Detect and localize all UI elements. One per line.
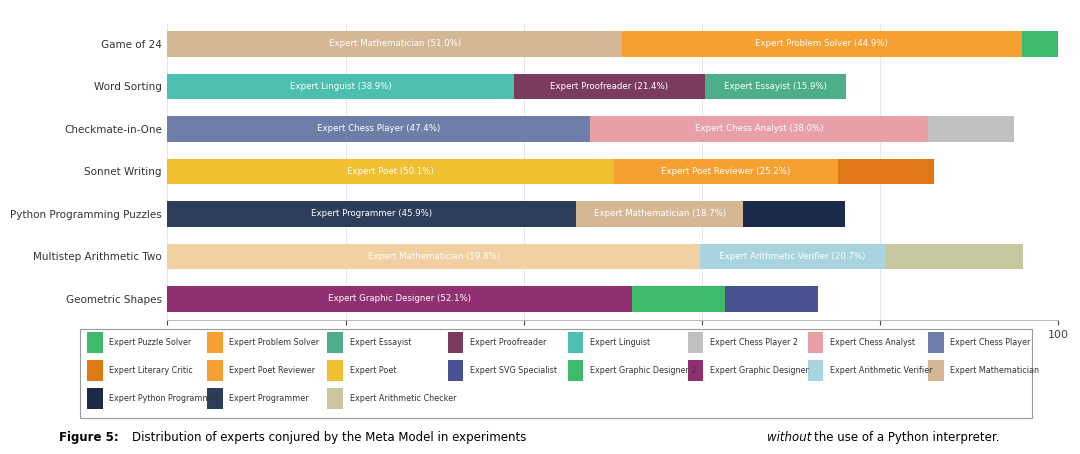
Text: Expert Linguist (38.9%): Expert Linguist (38.9%) — [289, 82, 392, 91]
Text: Expert Graphic Designer (52.1%): Expert Graphic Designer (52.1%) — [328, 294, 471, 303]
Text: Expert Mathematician (18.7%): Expert Mathematician (18.7%) — [594, 209, 726, 218]
Bar — [167, 31, 622, 57]
Bar — [622, 31, 1022, 57]
Bar — [568, 332, 583, 353]
Text: Expert Poet (50.1%): Expert Poet (50.1%) — [348, 167, 434, 176]
Bar — [167, 286, 632, 311]
Bar — [167, 116, 590, 142]
Bar — [632, 286, 725, 311]
Text: Expert Problem Solver (44.9%): Expert Problem Solver (44.9%) — [756, 39, 888, 49]
Bar — [577, 201, 743, 227]
Bar — [1022, 31, 1058, 57]
Bar — [207, 332, 222, 353]
Bar — [704, 74, 847, 99]
Bar — [700, 244, 885, 269]
Text: Expert Arithmetic Checker: Expert Arithmetic Checker — [350, 394, 456, 403]
Bar — [613, 158, 838, 184]
Bar — [167, 201, 577, 227]
Bar — [207, 388, 222, 409]
Bar — [928, 332, 944, 353]
Bar — [207, 360, 222, 381]
Text: the use of a Python interpreter.: the use of a Python interpreter. — [814, 431, 1000, 444]
Text: Expert SVG Specialist: Expert SVG Specialist — [470, 366, 556, 375]
Text: Expert Puzzle Solver: Expert Puzzle Solver — [109, 338, 191, 347]
Bar — [568, 360, 583, 381]
Bar — [167, 158, 613, 184]
Bar — [885, 244, 1023, 269]
X-axis label: Percentage (%): Percentage (%) — [570, 345, 656, 355]
Text: Expert Mathematician (51.0%): Expert Mathematician (51.0%) — [328, 39, 461, 49]
Text: Figure 5:: Figure 5: — [59, 431, 119, 444]
Bar — [87, 388, 103, 409]
Bar — [808, 332, 823, 353]
Text: without: without — [767, 431, 811, 444]
Text: Expert Proofreader: Expert Proofreader — [470, 338, 546, 347]
Text: Expert Chess Player 2: Expert Chess Player 2 — [710, 338, 798, 347]
Bar — [87, 360, 103, 381]
Text: Expert Graphic Designer: Expert Graphic Designer — [710, 366, 809, 375]
Text: Expert Chess Player (47.4%): Expert Chess Player (47.4%) — [316, 124, 441, 133]
Bar — [838, 158, 934, 184]
Bar — [743, 201, 845, 227]
Text: Expert Linguist: Expert Linguist — [590, 338, 650, 347]
Text: Expert Arithmetic Verifier: Expert Arithmetic Verifier — [831, 366, 933, 375]
Text: Expert Chess Analyst (38.0%): Expert Chess Analyst (38.0%) — [694, 124, 823, 133]
Text: Distribution of experts conjured by the Meta Model in experiments: Distribution of experts conjured by the … — [132, 431, 526, 444]
Bar — [447, 332, 463, 353]
Text: Expert Problem Solver: Expert Problem Solver — [229, 338, 320, 347]
Bar — [929, 116, 1014, 142]
Text: Expert Mathematician: Expert Mathematician — [950, 366, 1039, 375]
Text: Expert Chess Player: Expert Chess Player — [950, 338, 1030, 347]
Text: Expert Arithmetic Verifier (20.7%): Expert Arithmetic Verifier (20.7%) — [719, 252, 866, 261]
Text: Expert Graphic Designer 2: Expert Graphic Designer 2 — [590, 366, 697, 375]
Bar — [327, 360, 342, 381]
Bar — [87, 332, 103, 353]
Text: Expert Poet: Expert Poet — [350, 366, 396, 375]
Bar — [688, 360, 703, 381]
Bar — [447, 360, 463, 381]
Text: Expert Mathematician (59.8%): Expert Mathematician (59.8%) — [368, 252, 500, 261]
Text: Expert Literary Critic: Expert Literary Critic — [109, 366, 193, 375]
Text: Expert Proofreader (21.4%): Expert Proofreader (21.4%) — [551, 82, 669, 91]
Text: Expert Programmer: Expert Programmer — [229, 394, 309, 403]
Bar — [167, 74, 514, 99]
Bar — [808, 360, 823, 381]
FancyBboxPatch shape — [80, 329, 1032, 418]
Bar — [590, 116, 929, 142]
Text: Expert Essayist: Expert Essayist — [350, 338, 410, 347]
Text: Expert Poet Reviewer: Expert Poet Reviewer — [229, 366, 315, 375]
Bar — [514, 74, 704, 99]
Bar — [725, 286, 818, 311]
Bar — [928, 360, 944, 381]
Bar — [327, 388, 342, 409]
Bar — [688, 332, 703, 353]
Text: Expert Poet Reviewer (25.2%): Expert Poet Reviewer (25.2%) — [661, 167, 791, 176]
Bar — [167, 244, 700, 269]
Text: Expert Essayist (15.9%): Expert Essayist (15.9%) — [724, 82, 827, 91]
Text: Expert Python Programmer: Expert Python Programmer — [109, 394, 219, 403]
Text: Expert Chess Analyst: Expert Chess Analyst — [831, 338, 915, 347]
Text: Expert Programmer (45.9%): Expert Programmer (45.9%) — [311, 209, 432, 218]
Bar — [327, 332, 342, 353]
